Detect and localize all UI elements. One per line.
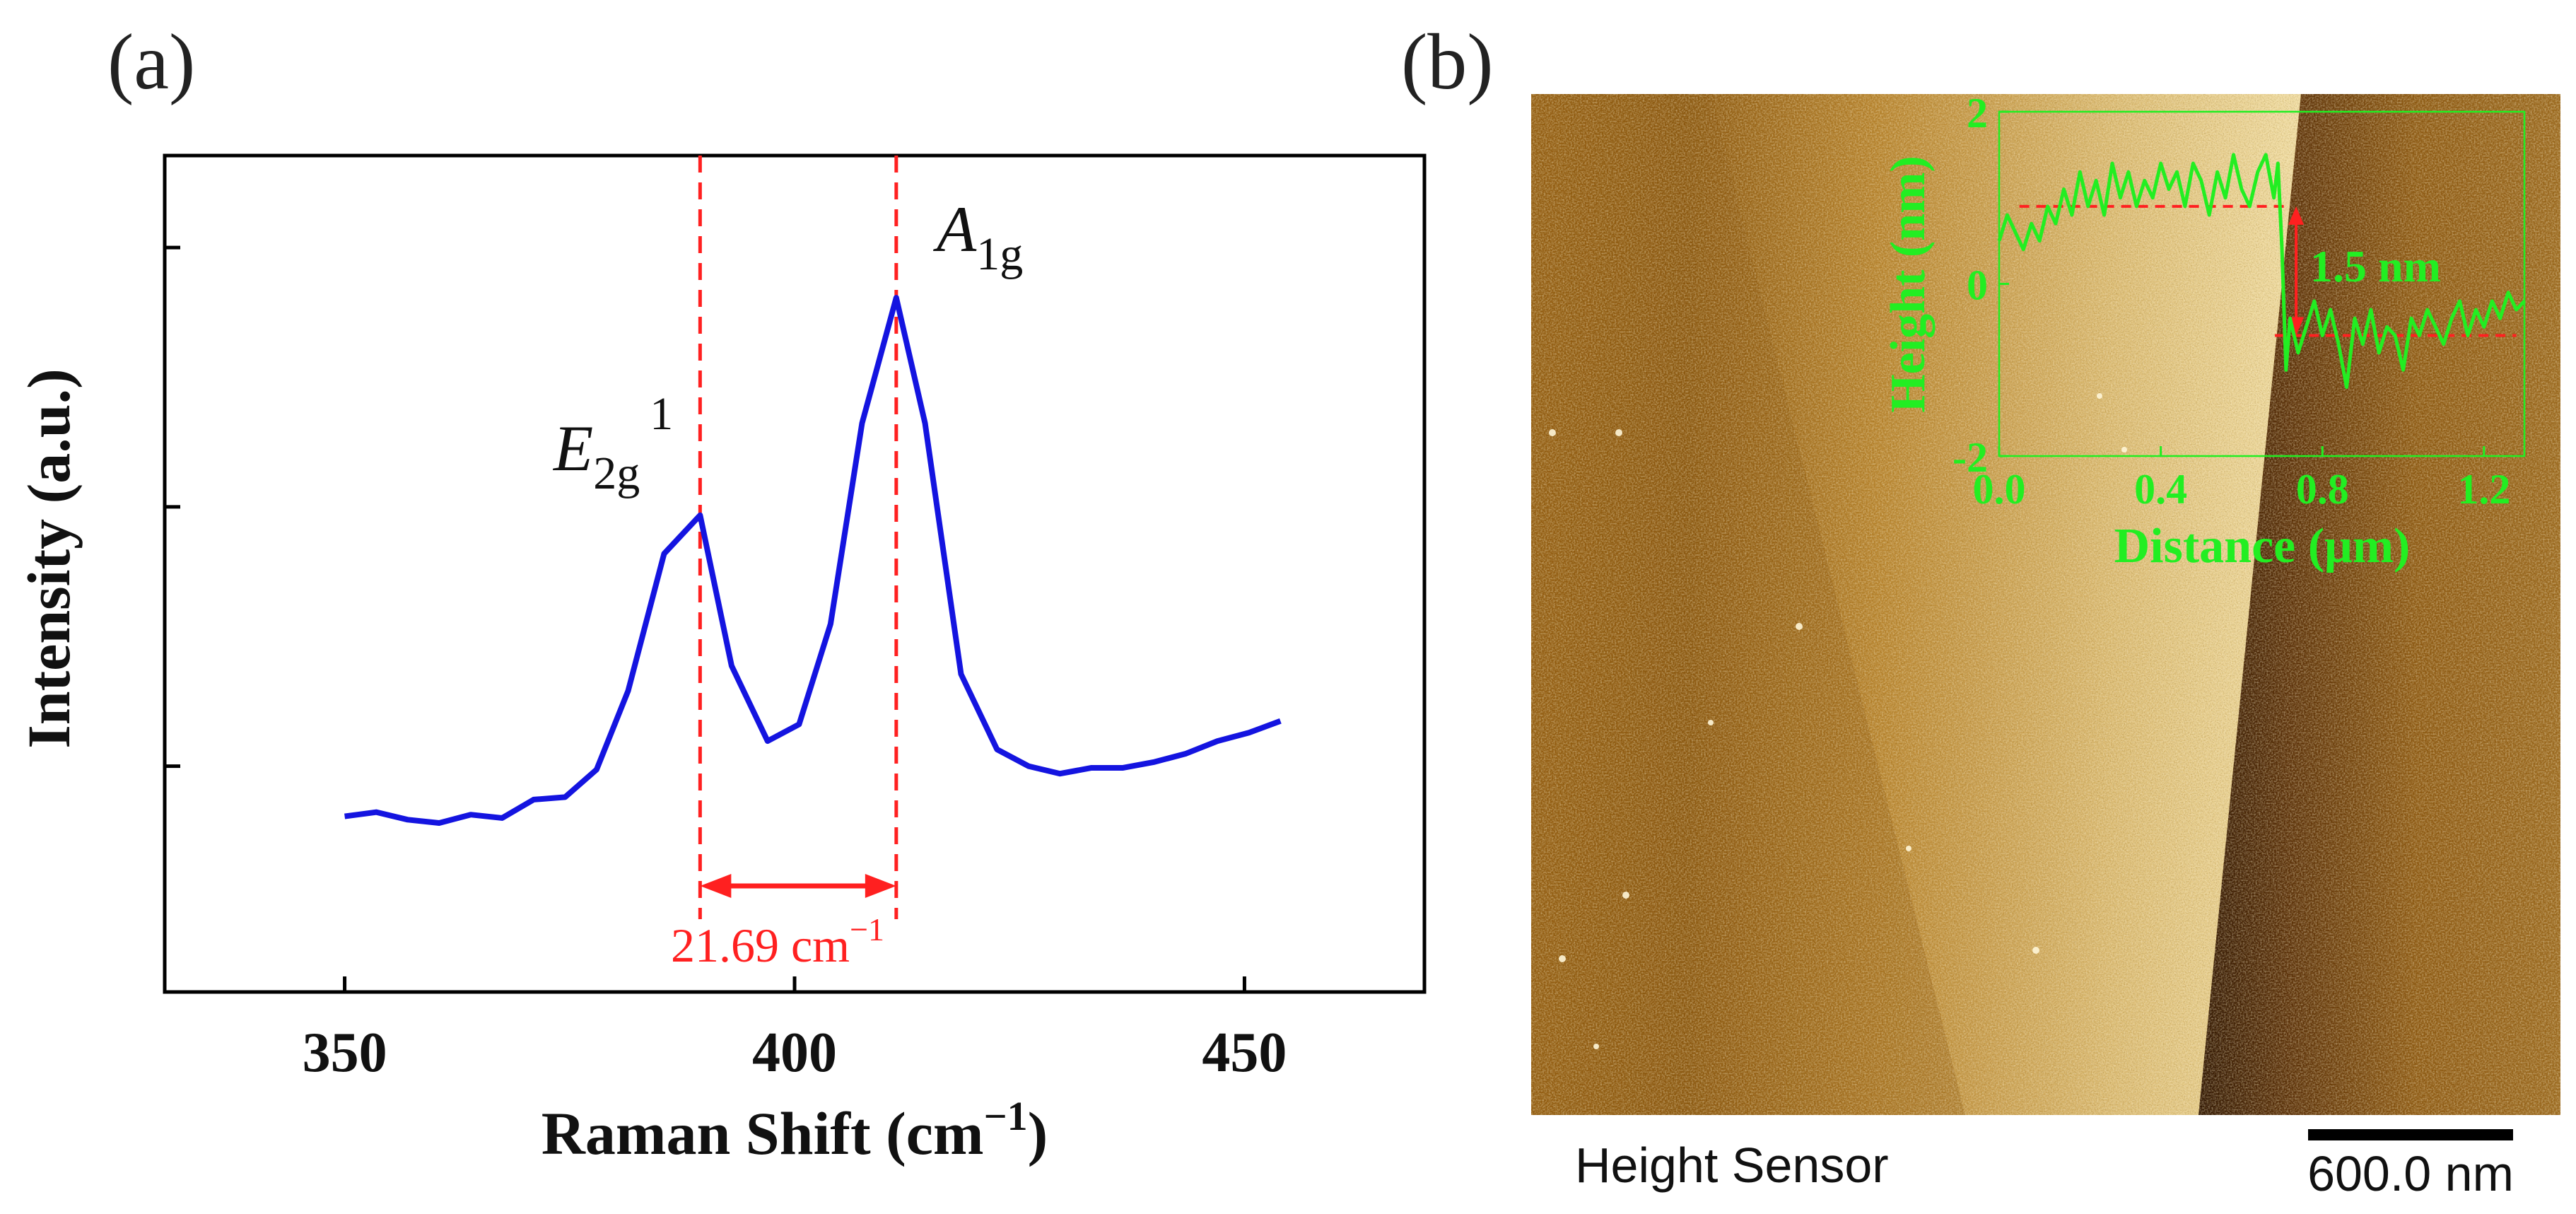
raman-y-ticks xyxy=(165,245,180,769)
e2g-peak-label: E2g1 xyxy=(552,388,673,499)
inset-x-tick-label: 0.4 xyxy=(2134,466,2187,513)
raman-x-tick-label: 450 xyxy=(1202,1022,1287,1084)
separation-label: 21.69 cm−1 xyxy=(671,911,884,972)
raman-x-axis-title: Raman Shift (cm−1) xyxy=(541,1093,1048,1167)
inset-y-tick-label: 0 xyxy=(1967,262,1988,309)
inset-x-tick-label: 1.2 xyxy=(2457,466,2510,513)
height-profile-line xyxy=(1997,153,2526,390)
raman-spectrum-line xyxy=(344,295,1282,827)
separation-arrow-right-head xyxy=(865,874,896,898)
step-height-label: 1.5 nm xyxy=(2310,241,2441,291)
height-profile-inset: 0.0 0.4 0.8 1.2 -2 0 2 1.5 nm Distance (μm) He… xyxy=(1881,90,2526,573)
scale-bar xyxy=(2308,1129,2513,1140)
inset-x-tick-label: 0.8 xyxy=(2296,466,2349,513)
raman-x-tick-label: 400 xyxy=(752,1022,837,1084)
a1g-peak-label: A1g xyxy=(932,193,1023,280)
raman-y-axis-title: Intensity (a.u.) xyxy=(15,368,83,749)
raman-x-ticks: 350 400 450 xyxy=(303,976,1287,1084)
inset-y-axis-title: Height (nm) xyxy=(1881,156,1936,413)
image-caption: Height Sensor xyxy=(1575,1138,1889,1193)
panel-b-label: (b) xyxy=(1401,18,1494,106)
scale-bar-label: 600.0 nm xyxy=(2307,1146,2514,1201)
inset-y-tick-label: -2 xyxy=(1953,434,1988,481)
inset-x-tick-label: 0.0 xyxy=(1973,466,2026,513)
step-arrow-up-head xyxy=(2288,206,2305,225)
separation-arrow-left-head xyxy=(700,874,732,898)
inset-x-axis-title: Distance (μm) xyxy=(2114,519,2411,573)
inset-ticks: 0.0 0.4 0.8 1.2 -2 0 2 xyxy=(1953,90,2510,513)
inset-y-tick-label: 2 xyxy=(1967,90,1988,136)
panel-a-label: (a) xyxy=(107,18,195,106)
raman-plot-frame xyxy=(163,153,1427,994)
raman-x-tick-label: 350 xyxy=(303,1022,387,1084)
raman-chart: 350 400 450 E2g1 A1g 21.69 cm−1 Raman Shif… xyxy=(15,153,1427,1167)
